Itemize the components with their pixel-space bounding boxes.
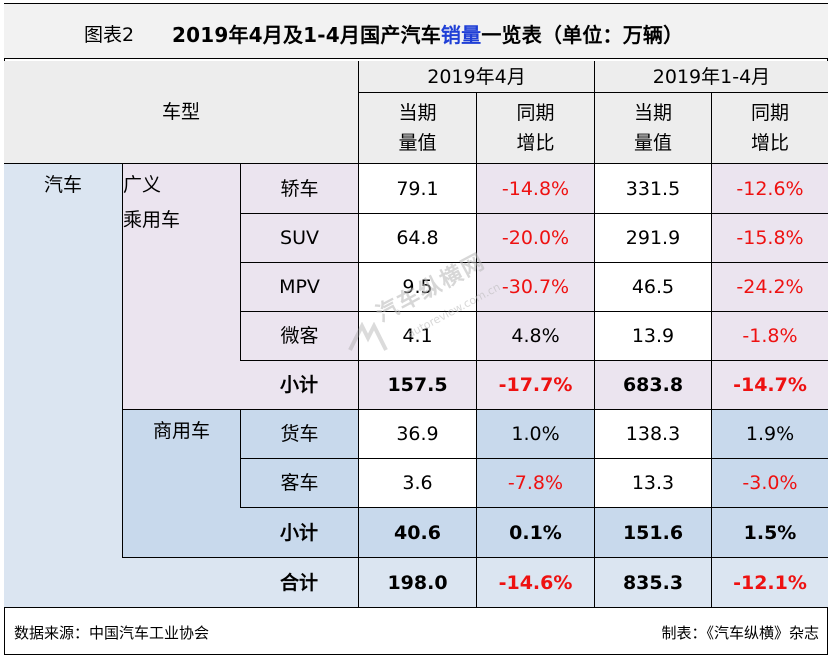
row-type: 轿车 xyxy=(240,164,358,213)
row-ytd-value: 835.3 xyxy=(594,557,711,607)
row-month-value: 36.9 xyxy=(358,409,476,458)
row-ytd-value: 46.5 xyxy=(594,262,711,311)
row-month-value: 64.8 xyxy=(358,213,476,262)
row-month-value: 9.5 xyxy=(358,262,476,311)
row-subtotal-label: 小计 xyxy=(240,360,358,409)
row-ytd-growth: -3.0% xyxy=(711,458,828,507)
row-ytd-value: 138.3 xyxy=(594,409,711,458)
row-month-value: 40.6 xyxy=(358,507,476,557)
title-bar: 图表2 2019年4月及1-4月国产汽车销量一览表（单位：万辆） xyxy=(4,4,828,59)
header-month-growth: 同期 增比 xyxy=(476,93,594,164)
header-ytd-value: 当期 量值 xyxy=(594,93,711,164)
row-ytd-growth: 1.5% xyxy=(711,507,828,557)
table-maker: 制表：《汽车纵横》杂志 xyxy=(661,624,819,642)
row-type: 货车 xyxy=(240,409,358,458)
row-subtotal-label: 小计 xyxy=(240,507,358,557)
row-month-growth: -17.7% xyxy=(476,360,594,409)
row-month-growth: -14.6% xyxy=(476,557,594,607)
row-ytd-growth: -14.7% xyxy=(711,360,828,409)
header-month: 2019年4月 xyxy=(358,61,594,93)
row-ytd-growth: -1.8% xyxy=(711,311,828,360)
row-month-growth: 0.1% xyxy=(476,507,594,557)
row-month-value: 157.5 xyxy=(358,360,476,409)
row-ytd-value: 13.3 xyxy=(594,458,711,507)
row-ytd-growth: -12.6% xyxy=(711,164,828,213)
row-ytd-value: 331.5 xyxy=(594,164,711,213)
header-month-value: 当期 量值 xyxy=(358,93,476,164)
row-month-growth: -20.0% xyxy=(476,213,594,262)
row-ytd-growth: -15.8% xyxy=(711,213,828,262)
table-title: 2019年4月及1-4月国产汽车销量一览表（单位：万辆） xyxy=(172,19,683,48)
data-source: 数据来源：中国汽车工业协会 xyxy=(14,624,210,642)
header-growth-line2: 增比 xyxy=(516,132,555,154)
header-value-line1: 当期 xyxy=(633,102,672,124)
row-month-value: 198.0 xyxy=(358,557,476,607)
row-total-label: 合计 xyxy=(240,557,358,607)
title-highlight: 销量 xyxy=(440,23,482,47)
footer-divider xyxy=(4,607,828,608)
category-total-spacer xyxy=(122,557,240,607)
header-value-line1: 当期 xyxy=(398,102,437,124)
header-vehicle-type: 车型 xyxy=(4,61,358,164)
row-ytd-value: 151.6 xyxy=(594,507,711,557)
row-month-value: 3.6 xyxy=(358,458,476,507)
row-month-growth: 1.0% xyxy=(476,409,594,458)
row-ytd-value: 13.9 xyxy=(594,311,711,360)
passenger-line2: 乘用车 xyxy=(123,209,181,231)
row-month-growth: 4.8% xyxy=(476,311,594,360)
row-month-value: 4.1 xyxy=(358,311,476,360)
row-ytd-growth: -12.1% xyxy=(711,557,828,607)
header-growth-line2: 增比 xyxy=(750,132,789,154)
passenger-line1: 广义 xyxy=(123,174,162,196)
row-ytd-growth: -24.2% xyxy=(711,262,828,311)
title-part-1: 2019年4月及1-4月国产汽车 xyxy=(172,23,441,47)
header-ytd-growth: 同期 增比 xyxy=(711,93,828,164)
header-growth-line1: 同期 xyxy=(750,102,789,124)
category-passenger: 广义 乘用车 xyxy=(122,164,240,409)
row-month-value: 79.1 xyxy=(358,164,476,213)
row-type: SUV xyxy=(240,213,358,262)
figure-label: 图表2 xyxy=(84,24,135,46)
category-vehicle: 汽车 xyxy=(4,164,122,607)
row-type: 微客 xyxy=(240,311,358,360)
row-month-growth: -7.8% xyxy=(476,458,594,507)
row-type: 客车 xyxy=(240,458,358,507)
row-ytd-growth: 1.9% xyxy=(711,409,828,458)
header-value-line2: 量值 xyxy=(398,132,437,154)
title-part-2: 一览表（单位：万辆） xyxy=(481,23,684,47)
header-ytd: 2019年1-4月 xyxy=(594,61,828,93)
row-month-growth: -30.7% xyxy=(476,262,594,311)
category-commercial: 商用车 xyxy=(122,409,240,557)
row-ytd-value: 291.9 xyxy=(594,213,711,262)
header-value-line2: 量值 xyxy=(633,132,672,154)
row-ytd-value: 683.8 xyxy=(594,360,711,409)
row-type: MPV xyxy=(240,262,358,311)
header-growth-line1: 同期 xyxy=(516,102,555,124)
row-month-growth: -14.8% xyxy=(476,164,594,213)
